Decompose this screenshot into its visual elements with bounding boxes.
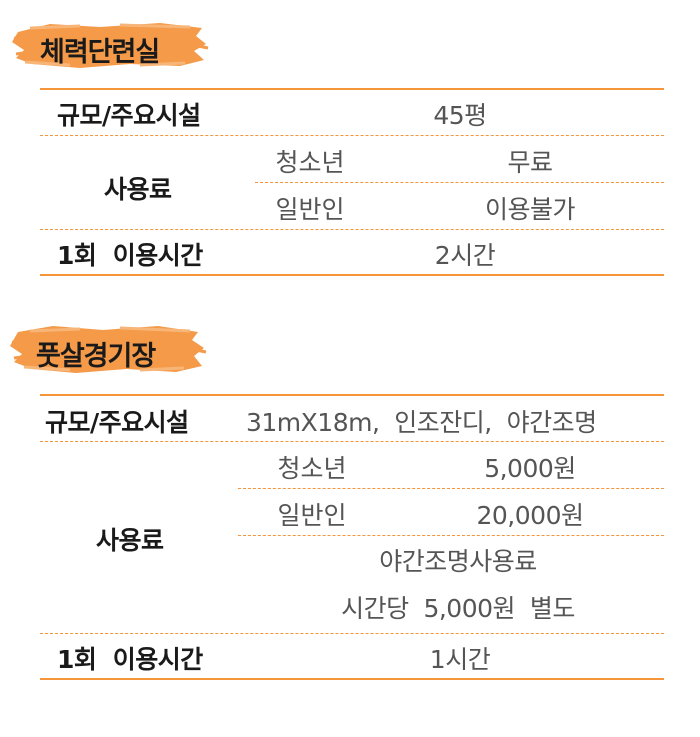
section1-bottom-line [40, 274, 664, 276]
section2-title: 풋살경기장 [36, 341, 156, 372]
section2-title-banner: 풋살경기장 [8, 320, 208, 380]
brush-stroke-icon [12, 23, 209, 68]
section2-time-value: 1시간 [429, 645, 491, 674]
section1-youth-value: 무료 [507, 148, 553, 177]
section1-scale-value: 45평 [433, 101, 487, 130]
section1-title-banner: 체력단련실 [10, 18, 210, 74]
section2-youth-label: 청소년 [277, 454, 347, 483]
section2-divider [40, 633, 664, 634]
section2-time-label: 1회 이용시간 [57, 645, 203, 674]
section1-fee-divider [255, 182, 664, 183]
section2-adult-value: 20,000원 [476, 501, 584, 530]
section1-divider [40, 135, 664, 136]
section2-fee-divider [238, 488, 664, 489]
section1-adult-value: 이용불가 [484, 195, 576, 224]
section2-scale-label: 규모/주요시설 [45, 408, 189, 437]
section1-time-label: 1회 이용시간 [57, 241, 203, 270]
section2-adult-label: 일반인 [277, 501, 347, 530]
section2-bottom-line [40, 678, 664, 680]
section1-title: 체력단련실 [40, 37, 160, 68]
section1-time-value: 2시간 [434, 241, 496, 270]
section1-divider [40, 229, 664, 230]
section1-scale-label: 규모/주요시설 [57, 101, 201, 130]
section1-top-line [40, 88, 664, 90]
section2-youth-value: 5,000원 [484, 454, 576, 483]
section2-fee-label: 사용료 [96, 526, 164, 555]
section1-fee-label: 사용료 [104, 175, 172, 204]
section2-top-line [40, 394, 664, 396]
section2-night-line1: 야간조명사용료 [379, 547, 537, 576]
brush-stroke-icon [10, 326, 207, 373]
section2-divider [40, 441, 664, 442]
section2-scale-value: 31mX18m, 인조잔디, 야간조명 [246, 408, 597, 437]
section1-youth-label: 청소년 [275, 148, 345, 177]
section2-fee-divider [238, 535, 664, 536]
section2-night-line2: 시간당 5,000원 별도 [341, 594, 575, 623]
section1-adult-label: 일반인 [275, 195, 345, 224]
